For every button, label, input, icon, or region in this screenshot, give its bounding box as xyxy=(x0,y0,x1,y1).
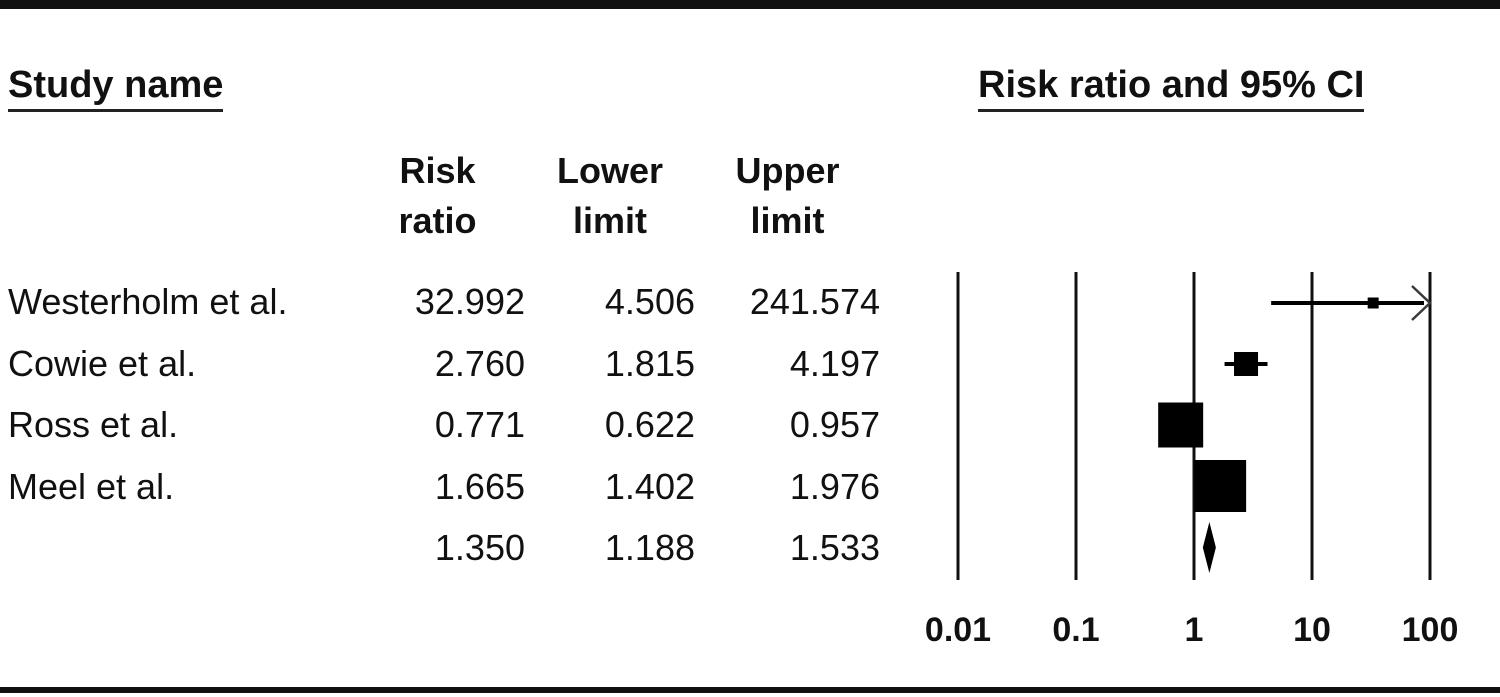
table-row: Ross et al. 0.771 0.622 0.957 xyxy=(8,400,880,450)
axis-tick-label: 0.1 xyxy=(1052,611,1099,649)
lower-limit-value: 4.506 xyxy=(604,281,695,322)
forest-plot: 0.01 0.1 1 10 100 xyxy=(925,272,1459,649)
study-weight-marker xyxy=(1367,297,1379,309)
upper-limit-value: 1.976 xyxy=(789,465,880,507)
study-name: Westerholm et al. xyxy=(8,281,288,322)
risk-ratio-value: 32.992 xyxy=(414,281,525,322)
study-name-title: Study name xyxy=(8,64,224,112)
column-header-upper-limit: Upper limit xyxy=(695,146,880,246)
study-name: Ross et al. xyxy=(8,404,179,445)
column-header-line: limit xyxy=(750,200,825,241)
axis-tick-label: 100 xyxy=(1402,611,1459,649)
axis-tick-label: 10 xyxy=(1293,611,1331,649)
study-weight-marker xyxy=(1234,352,1259,376)
column-header-line: Lower xyxy=(556,150,663,191)
plot-title: Risk ratio and 95% CI xyxy=(978,64,1365,112)
lower-limit-value: 0.622 xyxy=(604,404,695,445)
axis-tick-label: 1 xyxy=(1185,611,1204,649)
column-header-line: Upper xyxy=(735,150,840,191)
lower-limit-value: 1.402 xyxy=(604,465,695,507)
study-weight-marker xyxy=(1194,460,1247,512)
risk-ratio-value: 0.771 xyxy=(434,404,525,445)
risk-ratio-value: 2.760 xyxy=(434,342,525,384)
column-headers: Risk ratio Lower limit Upper limit xyxy=(8,146,880,246)
study-table: Westerholm et al. 32.992 4.506 241.574 C… xyxy=(8,277,880,573)
column-header-lower-limit: Lower limit xyxy=(525,146,695,246)
upper-limit-value: 241.574 xyxy=(749,281,880,322)
upper-limit-value: 4.197 xyxy=(789,342,880,384)
column-header-line: Risk xyxy=(399,150,476,191)
upper-limit-value: 0.957 xyxy=(789,404,880,445)
table-row: Cowie et al. 2.760 1.815 4.197 xyxy=(8,339,880,389)
column-header-risk-ratio: Risk ratio xyxy=(350,146,525,246)
column-header-spacer xyxy=(8,146,350,246)
summary-diamond xyxy=(1202,522,1216,573)
study-weight-marker xyxy=(1158,402,1204,448)
table-row: Meel et al. 1.665 1.402 1.976 xyxy=(8,462,880,512)
table-row: Westerholm et al. 32.992 4.506 241.574 xyxy=(8,277,880,327)
top-divider xyxy=(0,0,1500,9)
study-name: Meel et al. xyxy=(8,465,175,507)
study-name: Cowie et al. xyxy=(8,342,197,384)
lower-limit-value: 1.815 xyxy=(604,342,695,384)
table-row-summary: 1.350 1.188 1.533 xyxy=(8,523,880,573)
lower-limit-value: 1.188 xyxy=(604,527,695,568)
axis-tick-label: 0.01 xyxy=(925,611,991,649)
bottom-divider xyxy=(0,687,1500,693)
column-header-line: ratio xyxy=(398,200,477,241)
column-header-line: limit xyxy=(572,200,647,241)
risk-ratio-value: 1.350 xyxy=(434,527,525,568)
study-name xyxy=(8,523,350,573)
arrow-right-icon xyxy=(1411,285,1432,321)
upper-limit-value: 1.533 xyxy=(789,527,880,568)
risk-ratio-value: 1.665 xyxy=(434,465,525,507)
